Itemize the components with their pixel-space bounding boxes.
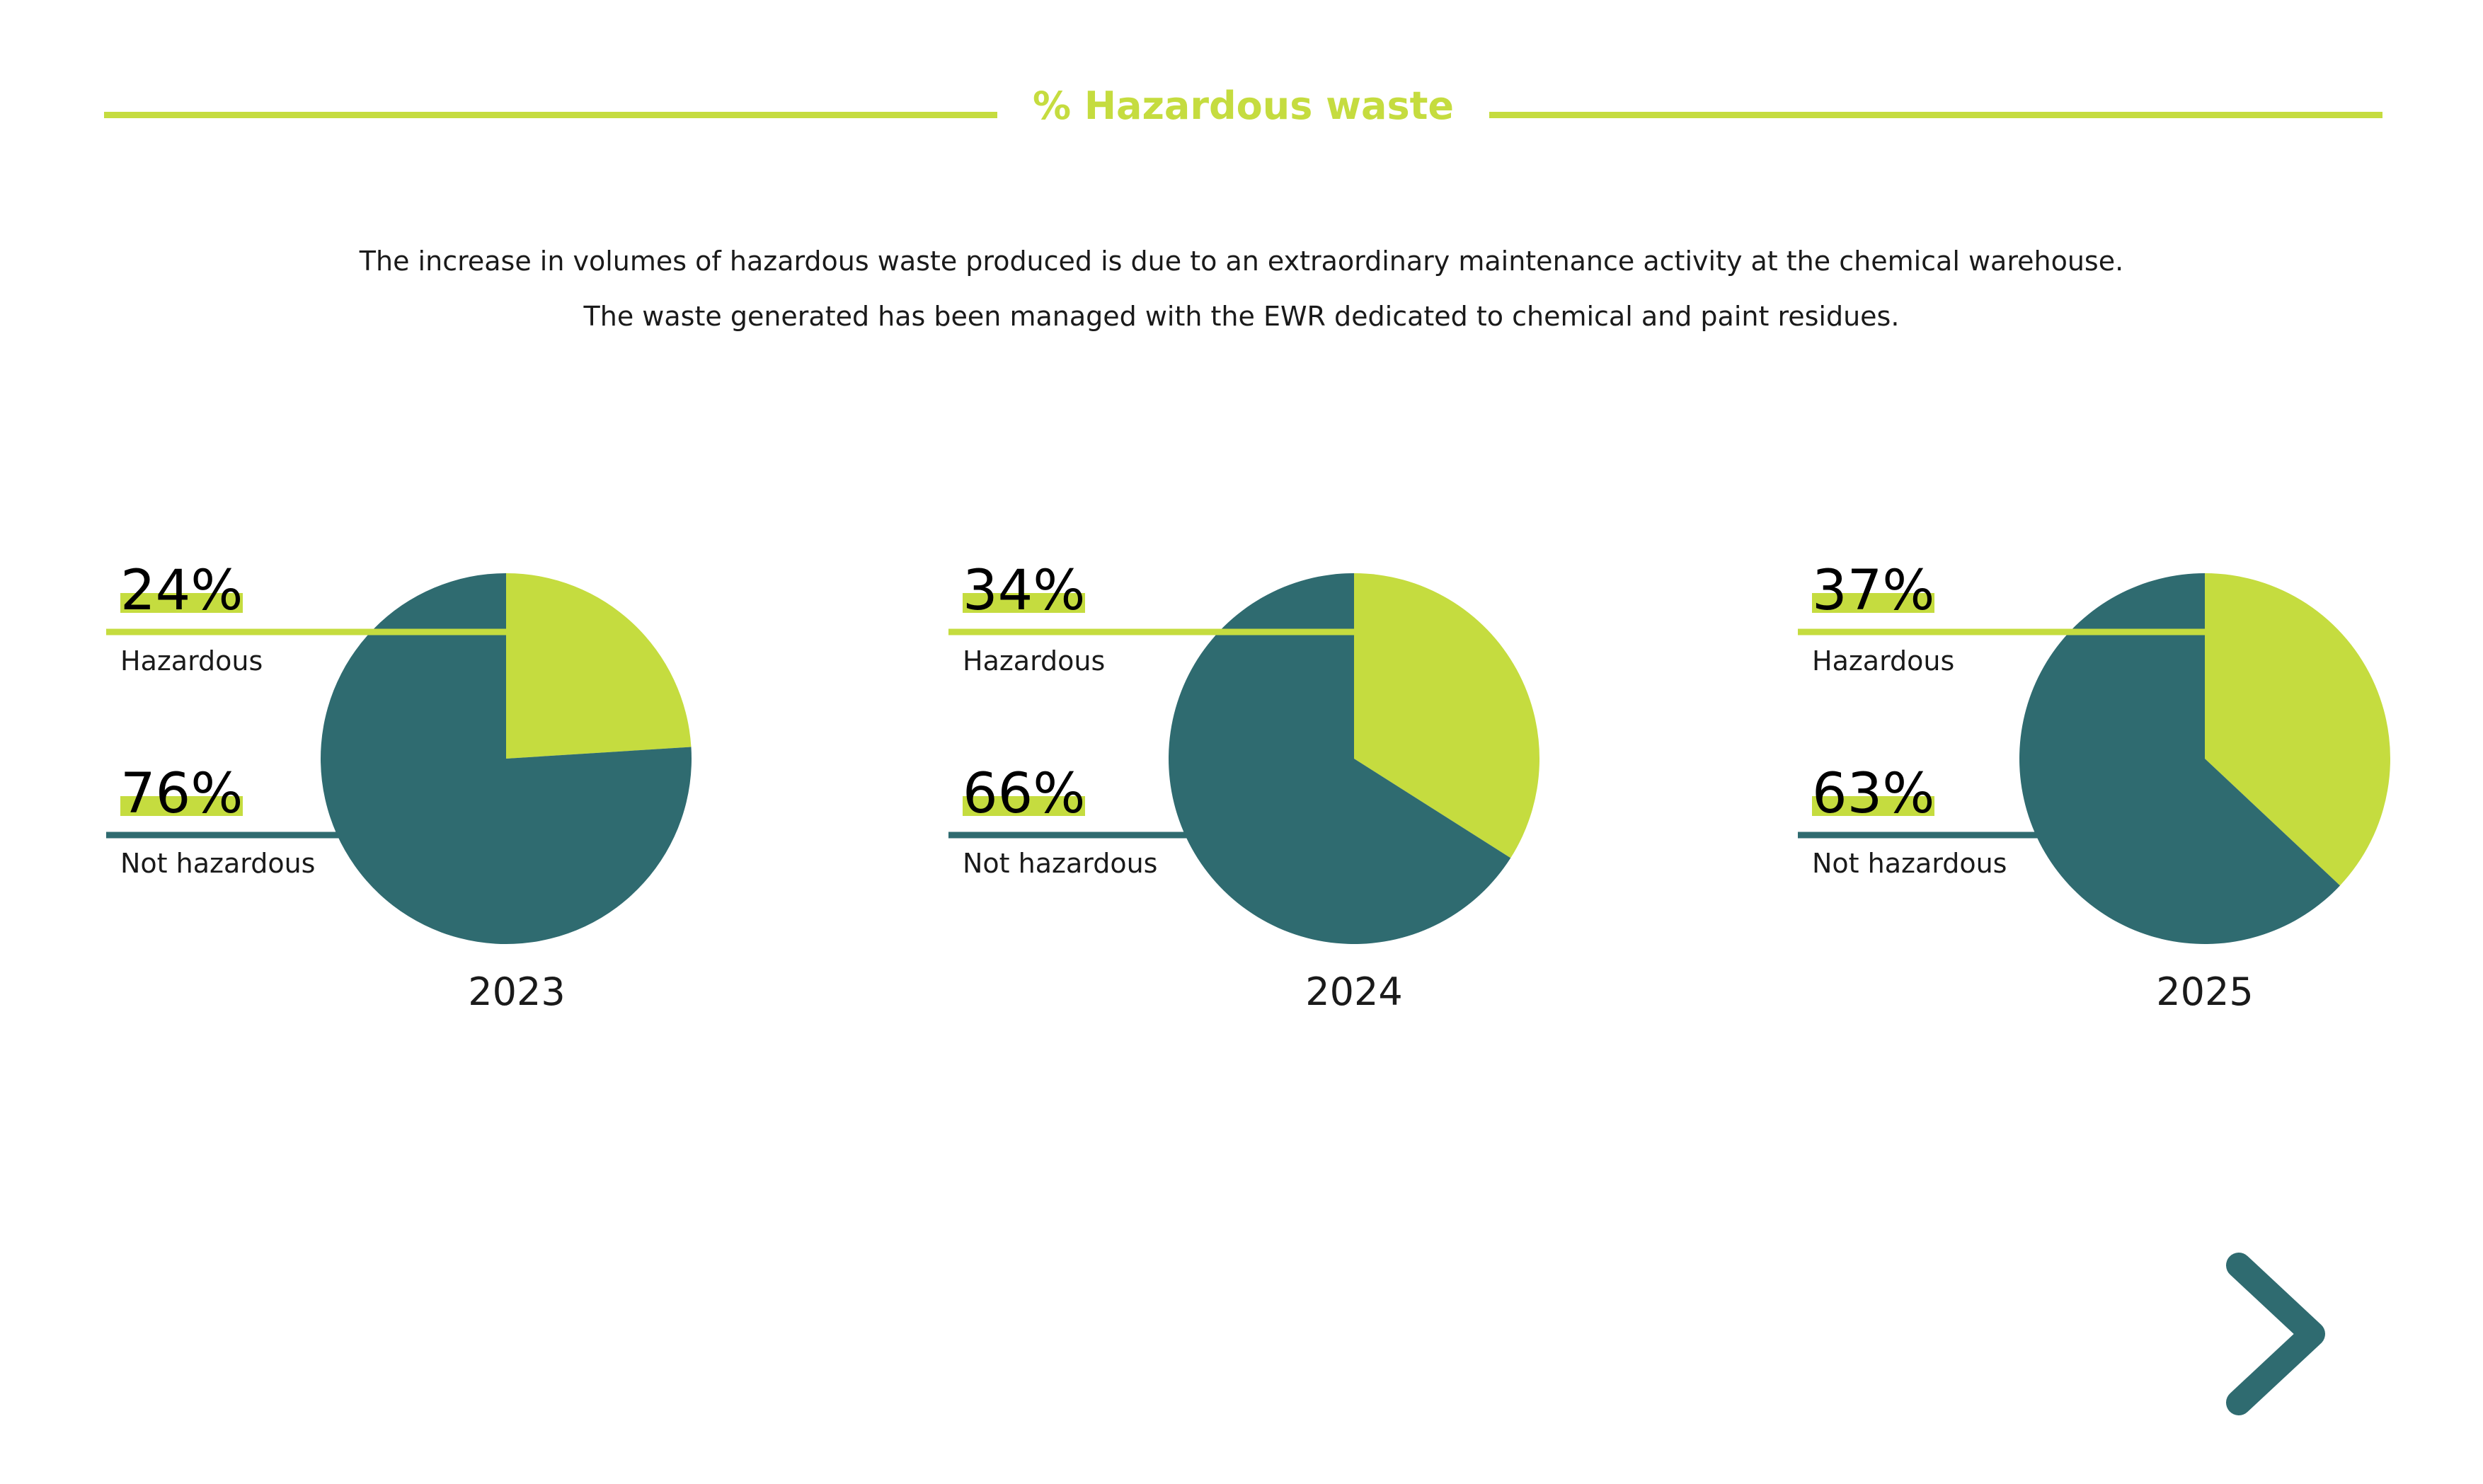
hazardous-label: Hazardous: [1812, 645, 1955, 677]
page-title: % Hazardous waste: [1032, 84, 1455, 128]
intro-text: The increase in volumes of hazardous was…: [0, 234, 2483, 344]
not-hazardous-label: Not hazardous: [1812, 848, 2007, 879]
next-page-button[interactable]: [2223, 1249, 2336, 1419]
pie-chart: [948, 573, 1539, 944]
hazardous-pct-label: 24%: [120, 559, 243, 623]
pct-highlight: [963, 796, 1086, 816]
chart-year: 2025: [2156, 970, 2254, 1014]
intro-line: The waste generated has been managed wit…: [583, 301, 1900, 332]
chevron-right-icon: [2226, 1253, 2325, 1415]
pie-slice-not-hazardous: [321, 573, 692, 944]
header: % Hazardous waste: [0, 0, 2483, 177]
pct-highlight: [120, 796, 243, 816]
hazardous-pct-label: 34%: [963, 559, 1086, 623]
not-hazardous-label: Not hazardous: [963, 848, 1158, 879]
pie-slice-hazardous: [1354, 573, 1539, 858]
chart-year: 2024: [1305, 970, 1403, 1014]
pct-highlight: [1812, 796, 1935, 816]
hazardous-pct-label: 37%: [1812, 559, 1935, 623]
pie-slice-not-hazardous: [1169, 573, 1511, 944]
hazardous-label: Hazardous: [120, 645, 263, 677]
not-hazardous-label: Not hazardous: [120, 848, 316, 879]
pct-highlight: [1812, 593, 1935, 613]
pie-chart: [106, 573, 692, 944]
pie-slice-hazardous: [2205, 573, 2390, 886]
hazardous-label: Hazardous: [963, 645, 1106, 677]
not-hazardous-pct-label: 63%: [1812, 762, 1935, 826]
pct-highlight: [963, 593, 1086, 613]
not-hazardous-pct-label: 76%: [120, 762, 243, 826]
intro-line: The increase in volumes of hazardous was…: [359, 246, 2124, 277]
pie-slice-hazardous: [506, 573, 692, 759]
pie-slice-not-hazardous: [2019, 573, 2340, 944]
chart-year: 2023: [468, 970, 566, 1014]
not-hazardous-pct-label: 66%: [963, 762, 1086, 826]
pie-chart: [1798, 573, 2390, 944]
title-rule-left: [104, 112, 997, 118]
title-rule-right: [1489, 112, 2382, 118]
pct-highlight: [120, 593, 243, 613]
